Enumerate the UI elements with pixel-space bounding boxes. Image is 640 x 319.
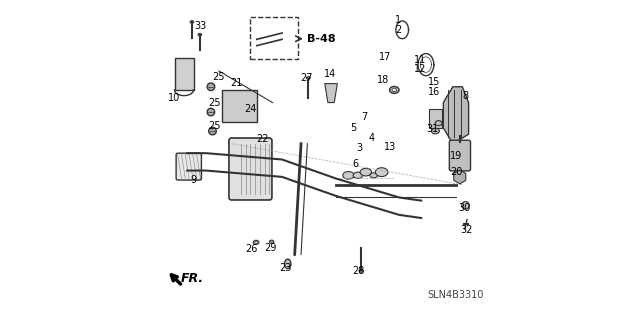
Circle shape xyxy=(207,108,214,116)
Polygon shape xyxy=(175,58,193,90)
Ellipse shape xyxy=(307,77,310,79)
Text: 12: 12 xyxy=(414,64,427,74)
Ellipse shape xyxy=(255,241,257,243)
Text: 4: 4 xyxy=(369,133,374,143)
Text: FR.: FR. xyxy=(181,271,204,285)
Text: 25: 25 xyxy=(208,98,220,108)
Text: 2: 2 xyxy=(396,25,401,35)
Ellipse shape xyxy=(431,128,440,134)
Bar xyxy=(429,109,442,128)
Ellipse shape xyxy=(392,88,397,92)
Text: 27: 27 xyxy=(300,73,313,83)
Text: 21: 21 xyxy=(230,78,243,88)
Text: 28: 28 xyxy=(353,266,365,276)
Ellipse shape xyxy=(253,240,259,244)
FancyBboxPatch shape xyxy=(176,153,202,180)
Text: 3: 3 xyxy=(356,143,363,153)
Text: 18: 18 xyxy=(377,76,389,85)
Text: 23: 23 xyxy=(280,263,292,273)
Text: SLN4B3310: SLN4B3310 xyxy=(428,290,484,300)
Text: 13: 13 xyxy=(385,142,397,152)
Ellipse shape xyxy=(343,172,354,179)
FancyBboxPatch shape xyxy=(229,138,272,200)
Text: 25: 25 xyxy=(208,121,220,131)
FancyBboxPatch shape xyxy=(449,140,470,171)
Ellipse shape xyxy=(353,172,363,178)
Text: B-48: B-48 xyxy=(307,34,336,44)
Ellipse shape xyxy=(269,240,274,243)
Ellipse shape xyxy=(198,33,202,36)
Text: 15: 15 xyxy=(428,77,441,87)
Text: 33: 33 xyxy=(195,21,207,31)
Text: 6: 6 xyxy=(353,159,358,169)
Ellipse shape xyxy=(390,86,399,93)
Text: 30: 30 xyxy=(459,203,471,212)
Circle shape xyxy=(209,127,216,135)
Text: 31: 31 xyxy=(426,123,438,134)
Ellipse shape xyxy=(375,168,388,177)
Text: 19: 19 xyxy=(450,151,462,161)
Ellipse shape xyxy=(435,121,442,126)
Text: 9: 9 xyxy=(191,175,196,185)
Text: 14: 14 xyxy=(324,69,336,79)
Circle shape xyxy=(207,83,214,91)
Ellipse shape xyxy=(190,21,194,23)
Text: 11: 11 xyxy=(415,55,427,65)
Text: 32: 32 xyxy=(460,225,472,235)
Polygon shape xyxy=(444,87,468,144)
Text: 1: 1 xyxy=(396,15,401,26)
Text: 16: 16 xyxy=(428,86,440,97)
Text: 26: 26 xyxy=(245,244,257,254)
Polygon shape xyxy=(222,90,257,122)
Text: 20: 20 xyxy=(450,167,462,176)
Text: 29: 29 xyxy=(264,243,277,253)
Text: 7: 7 xyxy=(361,112,367,122)
Text: 25: 25 xyxy=(212,72,225,82)
Ellipse shape xyxy=(370,173,378,178)
Text: 10: 10 xyxy=(168,93,180,103)
Text: 5: 5 xyxy=(350,123,356,133)
Polygon shape xyxy=(324,84,337,103)
Circle shape xyxy=(461,202,469,209)
Text: 24: 24 xyxy=(244,104,257,114)
Ellipse shape xyxy=(359,269,363,272)
Text: 22: 22 xyxy=(256,134,269,144)
Text: 17: 17 xyxy=(379,52,391,62)
Ellipse shape xyxy=(285,259,291,269)
Ellipse shape xyxy=(360,168,372,176)
Text: 8: 8 xyxy=(462,91,468,101)
